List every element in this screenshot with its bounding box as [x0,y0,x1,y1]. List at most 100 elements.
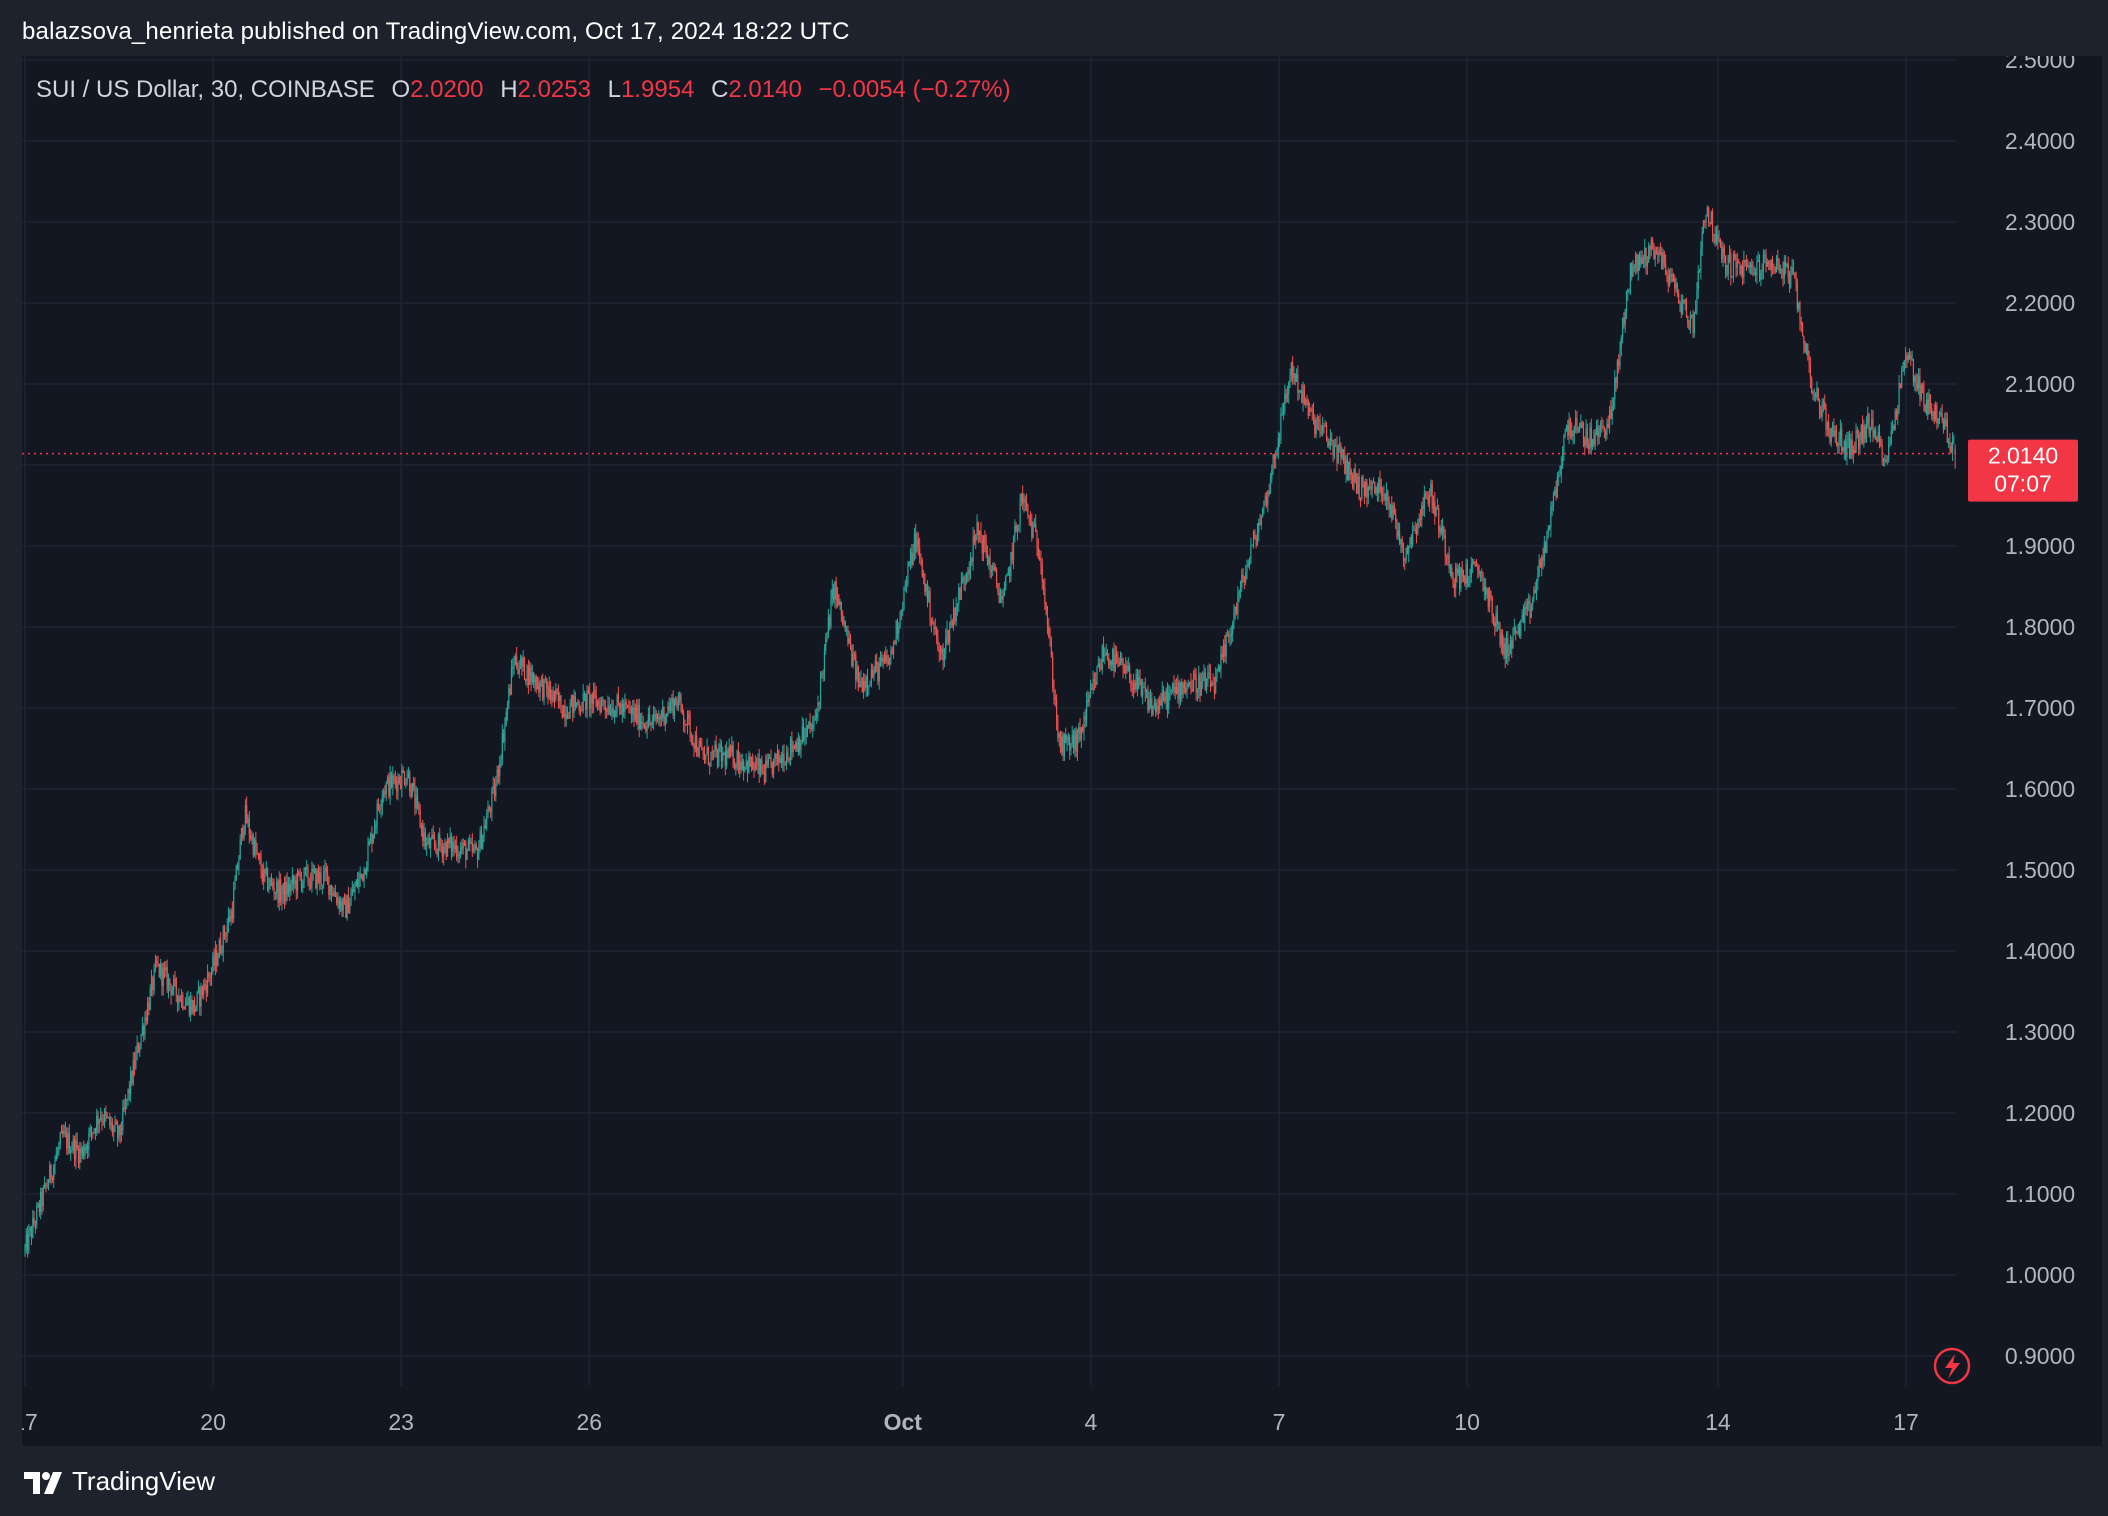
candle-body [163,968,166,971]
candle-body [1752,267,1754,275]
candle-body [1658,251,1660,256]
candle-body [1358,476,1360,499]
candle-body [1914,376,1916,383]
candle-body [190,999,192,1016]
candle-body [1423,493,1425,509]
candle-body [157,962,159,965]
candle-body [449,835,451,844]
candle-body [1354,469,1356,482]
candle-body [399,783,402,789]
candle-body [337,898,339,904]
candle-body [782,753,784,763]
y-tick-label: 1.6000 [2005,776,2075,802]
candlestick-chart[interactable]: 2.50002.40002.30002.20002.10002.00001.90… [22,56,2102,1446]
candle-body [1872,419,1874,437]
candle-body [268,886,270,890]
x-tick-label: 17 [22,1409,38,1435]
candle-body [1230,633,1232,637]
candle-body [1148,700,1150,711]
candle-body [184,1005,187,1009]
candle-body [1143,686,1145,688]
candle-body [513,664,515,667]
candle-body [1251,544,1253,546]
candle-body [851,647,853,666]
x-tick-label: 10 [1454,1409,1480,1435]
candle-body [921,560,923,577]
candle-body [1642,259,1645,264]
candle-body [814,717,816,719]
candle-body [495,784,497,797]
candle-body [1009,568,1011,577]
candle-body [81,1147,83,1154]
candle-body [1713,234,1715,236]
candle-body [683,713,685,724]
candle-body [1512,630,1514,649]
candle-body [1169,690,1171,693]
candle-body [1770,259,1772,271]
candle-body [473,847,475,852]
candle-body [1882,457,1885,462]
candle-body [971,558,973,562]
candle-body [1524,607,1526,623]
y-tick-label: 2.5000 [2005,56,2075,73]
candle-body [1701,231,1703,250]
candle-body [1264,496,1266,501]
candle-body [1921,384,1924,386]
symbol-label[interactable]: SUI / US Dollar, 30, COINBASE [36,76,375,103]
candle-body [797,738,799,752]
candle-body [1719,239,1722,247]
candle-body [619,702,621,709]
candle-body [1342,449,1345,456]
candle-body [932,623,934,625]
candle-body [722,752,724,762]
candle-body [753,769,755,771]
y-tick-label: 1.5000 [2005,857,2075,883]
candle-body [1138,677,1140,689]
candle-body [83,1147,85,1156]
y-tick-label: 1.4000 [2005,938,2075,964]
candle-body [852,653,854,666]
candle-body [145,1017,147,1022]
lightning-icon[interactable] [1933,1347,1971,1385]
candle-body [1556,476,1558,498]
y-tick-label: 1.1000 [2005,1181,2075,1207]
candle-body [141,1025,143,1035]
candle-body [943,652,946,661]
candle-body [1638,254,1641,266]
candle-body [1847,438,1849,441]
candle-body [174,978,176,980]
candle-body [470,841,472,844]
high-label: H [500,76,518,103]
candle-body [53,1166,55,1181]
candle-body [1564,431,1566,435]
candle-body [1149,698,1152,701]
candle-body [1112,649,1114,665]
candle-body [1843,441,1845,452]
candle-body [1460,567,1462,589]
y-tick-label: 1.2000 [2005,1100,2075,1126]
candle-body [1529,601,1531,619]
candle-body [363,868,365,881]
footer-brand[interactable]: TradingView [22,1466,215,1497]
candle-body [465,843,467,860]
candle-body [1192,673,1195,692]
candle-body [475,844,477,850]
candle-body [892,642,895,654]
candle-body [922,573,925,577]
candle-body [903,586,905,610]
candle-body [808,721,810,729]
candle-body [1099,663,1101,668]
candle-body [1245,573,1247,582]
candle-body [770,757,772,763]
candle-body [1807,343,1809,357]
chart-pane[interactable]: 2.50002.40002.30002.20002.10002.00001.90… [22,56,2102,1446]
candle-body [839,601,841,606]
candle-body [1473,561,1475,564]
candle-body [109,1117,111,1126]
candle-body [1365,481,1367,497]
candle-body [1542,557,1544,561]
candle-body [1435,508,1437,517]
candle-body [1368,487,1371,489]
candle-body [1269,478,1272,494]
candle-body [1736,261,1738,268]
